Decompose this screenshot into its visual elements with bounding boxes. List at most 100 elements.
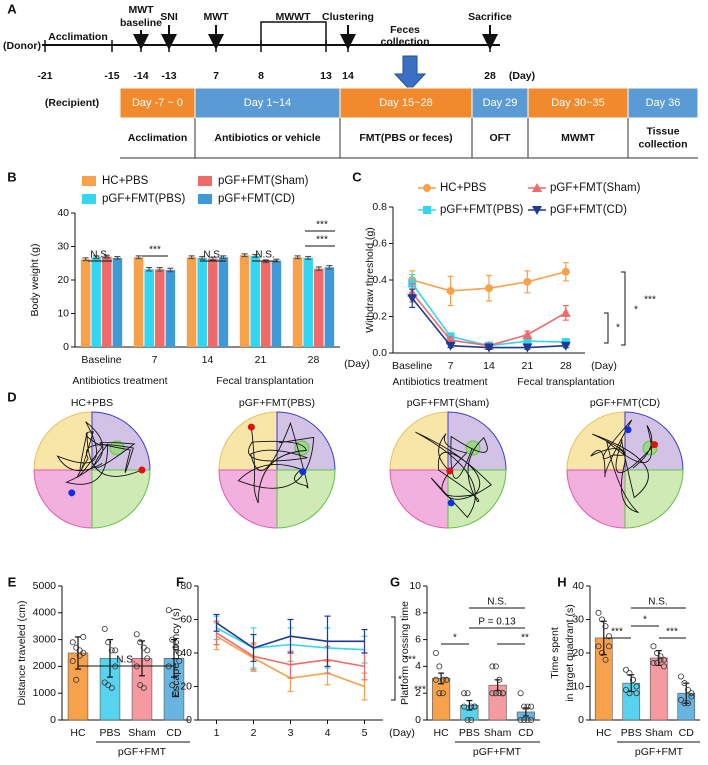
marker bbox=[407, 294, 418, 304]
donor-label: (Donor) bbox=[3, 40, 41, 52]
marker bbox=[485, 284, 493, 293]
day-label: 28 bbox=[484, 70, 496, 82]
marker bbox=[523, 277, 532, 286]
data-point bbox=[172, 690, 179, 697]
data-point bbox=[73, 676, 80, 683]
significance-label: *** bbox=[316, 235, 328, 246]
data-point bbox=[595, 609, 602, 616]
legend-marker bbox=[532, 183, 542, 192]
phase-task: Tissue bbox=[646, 125, 679, 137]
maze-title: pGF+FMT(PBS) bbox=[239, 397, 315, 409]
y-axis-label: Platform crossing time bbox=[399, 601, 411, 705]
group-label: Fecal transplantation bbox=[216, 375, 314, 387]
data-point bbox=[528, 717, 535, 724]
data-point bbox=[654, 650, 661, 657]
data-point bbox=[688, 690, 695, 697]
data-point bbox=[602, 623, 609, 630]
y-axis-label: Body weight (g) bbox=[29, 244, 41, 317]
significance-label: N.S. bbox=[648, 597, 667, 608]
data-point bbox=[685, 700, 692, 707]
y-tick-label: 40 bbox=[180, 647, 192, 659]
start-dot bbox=[247, 423, 255, 431]
phase-task: collection bbox=[638, 138, 687, 150]
y-tick-label: 1000 bbox=[33, 687, 57, 699]
data-point bbox=[650, 660, 657, 667]
y-tick-label: 2000 bbox=[33, 660, 57, 672]
legend-label: HC+PBS bbox=[102, 175, 149, 187]
event-label: Feces bbox=[390, 24, 420, 36]
data-point bbox=[140, 684, 147, 691]
x-tick-label: 14 bbox=[202, 354, 214, 366]
bar bbox=[250, 255, 260, 347]
x-tick-label: 2 bbox=[251, 727, 257, 739]
end-dot bbox=[68, 489, 76, 497]
mwwt-bracket bbox=[260, 21, 327, 45]
data-point bbox=[626, 690, 633, 697]
data-point bbox=[105, 639, 112, 646]
data-point bbox=[517, 690, 524, 697]
panel-letter: F bbox=[176, 574, 184, 589]
data-point bbox=[489, 690, 496, 697]
x-tick-label: 7 bbox=[448, 360, 454, 372]
bar bbox=[80, 259, 91, 347]
legend-marker bbox=[532, 206, 542, 215]
quadrant bbox=[33, 411, 93, 471]
bar bbox=[112, 257, 123, 347]
data-point bbox=[176, 650, 183, 657]
y-tick-label: 0 bbox=[186, 714, 192, 726]
data-point bbox=[137, 639, 144, 646]
panel-letter: G bbox=[390, 574, 400, 589]
trajectory bbox=[56, 421, 143, 485]
panel-letter: D bbox=[7, 389, 16, 404]
y-tick-label: 60 bbox=[180, 613, 192, 625]
data-point bbox=[108, 684, 115, 691]
legend-swatch bbox=[198, 194, 212, 204]
day-label: 13 bbox=[320, 70, 332, 82]
data-point bbox=[681, 680, 688, 687]
legend-marker bbox=[423, 184, 431, 192]
significance-label: N.S. bbox=[255, 250, 274, 261]
bar bbox=[314, 268, 324, 347]
y-tick-label: 30 bbox=[57, 240, 69, 252]
panel-letter: E bbox=[8, 574, 17, 589]
y-axis-label: in target quadrant (s) bbox=[564, 604, 576, 701]
significance-label: *** bbox=[316, 220, 328, 231]
group-label: Antibiotics treatment bbox=[392, 376, 487, 388]
maze-title: pGF+FMT(Sham) bbox=[407, 397, 490, 409]
phase-day: Day 36 bbox=[646, 97, 681, 109]
y-tick-label: 0 bbox=[50, 714, 56, 726]
end-dot bbox=[299, 468, 307, 476]
y-tick-label: 4 bbox=[415, 660, 421, 672]
data-point bbox=[133, 631, 140, 638]
bar bbox=[197, 257, 207, 347]
maze-title: pGF+FMT(CD) bbox=[590, 397, 660, 409]
y-axis-label: Escape Latency (s) bbox=[170, 608, 182, 698]
significance-label: P = 0.13 bbox=[478, 617, 516, 628]
x-tick-label: HC bbox=[596, 727, 612, 739]
data-point bbox=[650, 643, 657, 650]
legend-swatch bbox=[198, 176, 212, 186]
recipient-label: (Recipient) bbox=[45, 97, 99, 109]
data-point bbox=[654, 660, 661, 667]
trajectory bbox=[590, 419, 655, 514]
legend-label: HC+PBS bbox=[440, 182, 487, 194]
data-point bbox=[606, 643, 613, 650]
data-point bbox=[80, 633, 87, 640]
x-tick-label: CD bbox=[518, 727, 534, 739]
bar bbox=[155, 269, 165, 347]
data-point bbox=[461, 690, 468, 697]
data-point bbox=[623, 666, 630, 673]
x-tick-label: HC bbox=[434, 727, 450, 739]
y-axis-label: Time spent bbox=[549, 627, 561, 679]
marker bbox=[523, 337, 532, 346]
legend-label: pGF+FMT(Sham) bbox=[550, 182, 641, 194]
group-label: pGF+FMT bbox=[118, 746, 167, 758]
phase-day: Day 29 bbox=[483, 97, 518, 109]
phase-task: MWMT bbox=[561, 132, 595, 144]
data-point bbox=[517, 717, 524, 724]
significance-label: *** bbox=[644, 295, 656, 306]
marker bbox=[446, 286, 455, 295]
data-point bbox=[492, 690, 499, 697]
data-point bbox=[678, 673, 685, 680]
data-point bbox=[436, 663, 443, 670]
